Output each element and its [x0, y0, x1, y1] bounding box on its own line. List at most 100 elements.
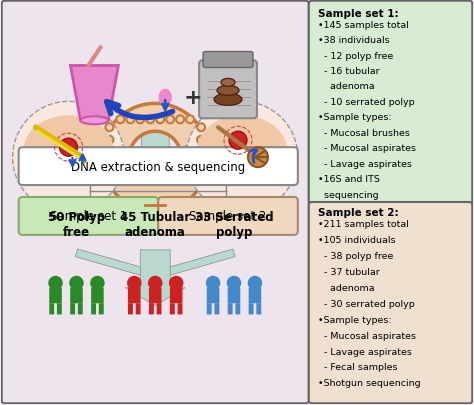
PathPatch shape [71, 66, 118, 121]
FancyBboxPatch shape [49, 288, 62, 303]
Text: - Fecal samples: - Fecal samples [318, 362, 397, 371]
Text: •16S and ITS: •16S and ITS [318, 175, 380, 183]
FancyBboxPatch shape [203, 52, 253, 68]
Circle shape [105, 161, 113, 169]
FancyBboxPatch shape [236, 303, 240, 315]
FancyBboxPatch shape [214, 303, 219, 315]
Circle shape [248, 148, 268, 168]
Text: •Sample types:: •Sample types: [318, 113, 392, 122]
Text: 33 Serrated
polyp: 33 Serrated polyp [195, 210, 273, 238]
Circle shape [69, 276, 84, 290]
Circle shape [227, 276, 241, 290]
FancyBboxPatch shape [228, 288, 240, 303]
Ellipse shape [217, 86, 239, 96]
Circle shape [197, 174, 205, 181]
FancyBboxPatch shape [207, 303, 212, 315]
Circle shape [197, 136, 205, 144]
Circle shape [166, 116, 174, 124]
Text: 50 Polyp
free: 50 Polyp free [48, 210, 105, 238]
Text: •Shotgun sequencing: •Shotgun sequencing [318, 378, 420, 388]
Text: - 12 polyp free: - 12 polyp free [318, 51, 393, 60]
FancyBboxPatch shape [78, 303, 83, 315]
Circle shape [90, 276, 105, 290]
FancyBboxPatch shape [178, 303, 182, 315]
FancyBboxPatch shape [256, 303, 261, 315]
Circle shape [148, 276, 163, 290]
Text: Sample set 1:: Sample set 1: [318, 9, 398, 19]
Ellipse shape [197, 116, 287, 185]
Text: •211 samples total: •211 samples total [318, 220, 409, 228]
Circle shape [169, 276, 183, 290]
Polygon shape [159, 90, 171, 106]
FancyBboxPatch shape [170, 303, 175, 315]
FancyBboxPatch shape [149, 303, 154, 315]
FancyArrow shape [125, 250, 185, 306]
Ellipse shape [24, 116, 113, 185]
FancyBboxPatch shape [309, 2, 472, 205]
FancyBboxPatch shape [199, 61, 257, 119]
Text: •105 individuals: •105 individuals [318, 235, 395, 244]
Circle shape [248, 276, 262, 290]
Circle shape [206, 276, 220, 290]
Text: - Mucosal aspirates: - Mucosal aspirates [318, 331, 416, 340]
Circle shape [105, 136, 113, 144]
Circle shape [186, 102, 298, 213]
Circle shape [60, 139, 77, 157]
Text: - Lavage aspirates: - Lavage aspirates [318, 347, 411, 356]
Circle shape [116, 116, 124, 124]
Text: Sample set 1: Sample set 1 [50, 210, 127, 223]
FancyBboxPatch shape [18, 148, 298, 185]
Circle shape [176, 116, 184, 124]
Circle shape [146, 116, 154, 124]
Circle shape [127, 116, 134, 124]
FancyBboxPatch shape [128, 303, 133, 315]
Text: - Mucosal brushes: - Mucosal brushes [318, 128, 410, 137]
Text: adenoma: adenoma [318, 82, 374, 91]
FancyBboxPatch shape [70, 288, 83, 303]
Text: - 30 serrated polyp: - 30 serrated polyp [318, 299, 414, 308]
FancyBboxPatch shape [128, 288, 141, 303]
Circle shape [48, 276, 63, 290]
FancyBboxPatch shape [156, 303, 162, 315]
Circle shape [13, 102, 124, 213]
Text: adenoma: adenoma [318, 283, 374, 292]
Circle shape [197, 124, 205, 132]
Text: •145 samples total: •145 samples total [318, 21, 409, 30]
FancyArrow shape [75, 249, 155, 279]
Circle shape [137, 116, 144, 124]
Circle shape [197, 161, 205, 169]
FancyBboxPatch shape [2, 2, 309, 403]
FancyBboxPatch shape [57, 303, 62, 315]
Text: •38 individuals: •38 individuals [318, 36, 389, 45]
Text: - 37 tubular: - 37 tubular [318, 267, 380, 276]
FancyBboxPatch shape [170, 288, 182, 303]
Circle shape [105, 174, 113, 181]
FancyBboxPatch shape [149, 288, 162, 303]
Text: - Mucosal aspirates: - Mucosal aspirates [318, 144, 416, 153]
FancyBboxPatch shape [99, 303, 104, 315]
FancyBboxPatch shape [228, 303, 233, 315]
Circle shape [127, 276, 142, 290]
FancyBboxPatch shape [309, 202, 472, 403]
Circle shape [229, 132, 247, 150]
Circle shape [156, 116, 164, 124]
FancyBboxPatch shape [91, 288, 104, 303]
FancyArrow shape [129, 126, 181, 172]
Circle shape [105, 124, 113, 132]
FancyBboxPatch shape [158, 198, 298, 235]
FancyBboxPatch shape [18, 198, 158, 235]
FancyBboxPatch shape [249, 303, 254, 315]
Text: - 10 serrated polyp: - 10 serrated polyp [318, 98, 414, 107]
FancyBboxPatch shape [136, 303, 141, 315]
Text: - 38 polyp free: - 38 polyp free [318, 251, 393, 260]
Ellipse shape [214, 94, 242, 106]
Circle shape [197, 149, 205, 157]
FancyBboxPatch shape [49, 303, 54, 315]
Text: •Sample types:: •Sample types: [318, 315, 392, 324]
Ellipse shape [81, 117, 109, 125]
Text: 45 Tubular
adenoma: 45 Tubular adenoma [120, 210, 191, 238]
Circle shape [186, 116, 194, 124]
FancyBboxPatch shape [207, 288, 219, 303]
Text: - Lavage aspirates: - Lavage aspirates [318, 159, 411, 168]
FancyBboxPatch shape [70, 303, 75, 315]
